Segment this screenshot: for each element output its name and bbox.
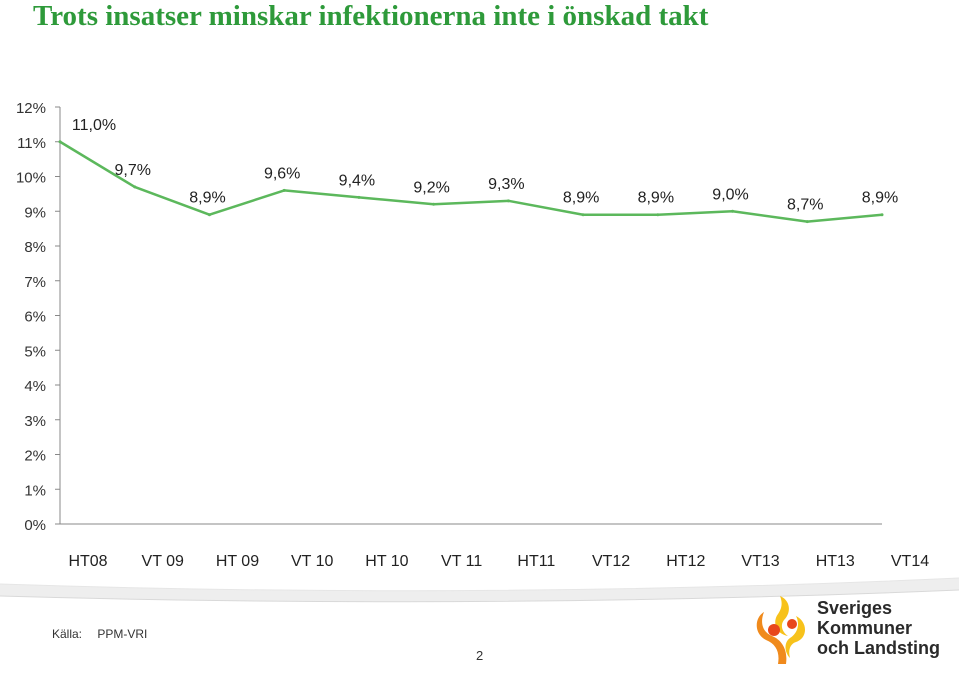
x-tick-label: HT 09 — [216, 553, 259, 570]
x-tick-label: VT 11 — [441, 553, 482, 570]
data-point — [207, 213, 211, 217]
data-label: 8,9% — [862, 190, 898, 207]
series-infection-rate — [58, 140, 884, 224]
data-label: 9,2% — [413, 179, 449, 196]
data-label: 9,0% — [712, 186, 748, 203]
page-number: 2 — [476, 648, 484, 663]
x-tick-label: HT08 — [68, 553, 107, 570]
skl-logo: Sveriges Kommuner och Landsting — [750, 592, 950, 668]
data-label: 8,9% — [563, 190, 599, 207]
y-tick-label: 11% — [17, 135, 46, 152]
data-point — [805, 220, 809, 224]
x-tick-label: HT13 — [816, 553, 855, 570]
logo-line-2: Kommuner — [817, 618, 913, 638]
data-label: 11,0% — [72, 117, 116, 134]
data-point — [133, 185, 137, 189]
y-tick-label: 10% — [16, 170, 46, 187]
source-note: Källa: PPM-VRI — [52, 627, 147, 641]
data-point — [581, 213, 585, 217]
y-tick-label: 6% — [24, 309, 46, 326]
data-label: 8,9% — [638, 190, 674, 207]
x-tick-label: VT14 — [891, 553, 929, 570]
y-tick-label: 1% — [24, 482, 46, 499]
logo-line-1: Sveriges — [817, 598, 893, 618]
data-point — [282, 188, 286, 192]
data-label: 9,3% — [488, 176, 524, 193]
data-point — [58, 140, 62, 144]
x-axis: HT08 VT 09 HT 09 VT 10 HT 10 VT 11 HT11 VT12 HT1… — [60, 523, 929, 570]
series-line — [59, 140, 883, 223]
source-label: Källa: — [52, 627, 83, 641]
x-tick-label: VT12 — [592, 553, 630, 570]
x-tick-label: HT 10 — [365, 553, 408, 570]
x-tick-label: VT 10 — [291, 553, 334, 570]
data-label: 9,6% — [264, 165, 300, 182]
y-tick-label: 4% — [24, 378, 46, 395]
data-point — [506, 199, 510, 203]
data-point — [731, 209, 735, 213]
data-labels: 11,0% 9,7% 8,9% 9,6% 9,4% 9,2% 9,3% 8,9% 8,9% 9,0… — [72, 117, 898, 214]
data-point — [656, 213, 660, 217]
data-point — [880, 213, 884, 217]
data-point — [432, 202, 436, 206]
line-chart: 0%1%2%3%4%5%6%7%8%9%10%11%12% HT08 VT 09 H… — [16, 100, 929, 570]
data-label: 8,7% — [787, 197, 823, 214]
data-point — [357, 195, 361, 199]
x-tick-label: VT 09 — [142, 553, 185, 570]
data-label: 9,7% — [114, 162, 150, 179]
skl-wordmark: Sveriges Kommuner och Landsting — [817, 598, 940, 658]
y-tick-label: 3% — [24, 413, 46, 430]
x-tick-label: HT12 — [666, 553, 705, 570]
y-tick-label: 7% — [24, 274, 46, 291]
y-tick-label: 8% — [24, 239, 46, 256]
y-tick-label: 2% — [24, 448, 46, 465]
y-axis: 0% 1% 2% 3% 4% 5% 6% 7% 8% 9% 10% 11% 12% — [16, 100, 61, 534]
source-value: PPM-VRI — [97, 627, 148, 641]
slide-title: Trots insatser minskar infektionerna int… — [33, 0, 709, 32]
footer-wave — [0, 577, 959, 603]
y-tick-label: 0% — [24, 517, 46, 534]
logo-line-3: och Landsting — [817, 638, 940, 658]
y-tick-label: 9% — [24, 204, 46, 221]
y-tick-label: 12% — [16, 100, 46, 117]
y-tick-label: 5% — [24, 343, 46, 360]
data-label: 8,9% — [189, 190, 225, 207]
skl-emblem-icon — [756, 596, 805, 664]
data-label: 9,4% — [339, 172, 375, 189]
x-tick-label: VT13 — [741, 553, 779, 570]
x-tick-label: HT11 — [517, 553, 555, 570]
